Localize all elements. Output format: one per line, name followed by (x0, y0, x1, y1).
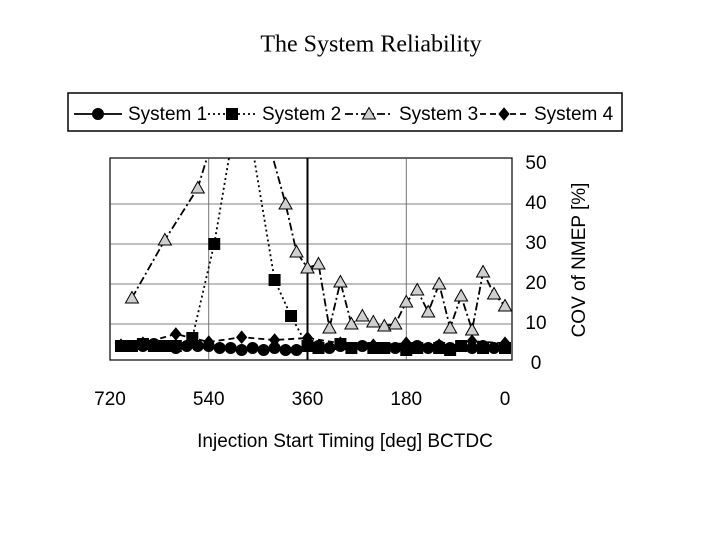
marker (477, 342, 490, 354)
marker (398, 294, 414, 308)
y-tick-label: 30 (525, 233, 546, 254)
marker (311, 256, 326, 270)
marker (147, 340, 160, 352)
y-axis-label: COV of NMEP [%] (569, 183, 590, 338)
marker (433, 338, 445, 352)
x-tick-label: 360 (292, 389, 324, 410)
marker (455, 340, 468, 352)
y-tick-label: 0 (531, 353, 542, 374)
marker (444, 344, 457, 356)
marker (203, 335, 215, 349)
marker (257, 344, 270, 356)
marker (157, 232, 173, 246)
marker (356, 340, 369, 352)
marker (125, 340, 138, 352)
marker (213, 342, 226, 354)
legend-marker (361, 106, 377, 120)
legend-label: System 1 (128, 104, 207, 125)
marker (411, 342, 424, 354)
marker (387, 316, 403, 330)
marker (208, 238, 221, 250)
marker (378, 342, 391, 354)
marker (475, 264, 491, 278)
x-tick-label: 0 (500, 389, 511, 410)
y-tick-label: 20 (525, 273, 546, 294)
marker (497, 298, 512, 312)
marker (301, 331, 314, 345)
marker (169, 340, 182, 352)
marker (170, 327, 182, 341)
marker (333, 274, 348, 288)
legend-box (67, 92, 623, 132)
marker (246, 342, 259, 354)
marker (466, 334, 478, 348)
legend-marker (92, 108, 104, 120)
marker (442, 320, 458, 334)
y-tick-label: 40 (525, 193, 546, 214)
marker (322, 320, 337, 334)
marker (300, 260, 315, 274)
x-tick-label: 720 (94, 389, 126, 410)
marker (115, 338, 127, 352)
marker (278, 196, 293, 210)
marker (235, 344, 248, 356)
marker (236, 79, 247, 90)
marker (268, 333, 281, 347)
marker (431, 276, 447, 290)
marker (158, 340, 171, 352)
marker (367, 338, 379, 352)
x-axis-label: Injection Start Timing [deg] BCTDC (197, 431, 493, 452)
marker (224, 342, 237, 354)
slide-title: The System Reliability (260, 32, 481, 58)
y-tick-label: 10 (525, 313, 546, 334)
marker (312, 342, 325, 354)
marker (453, 288, 469, 302)
x-tick-label: 540 (193, 389, 225, 410)
marker (355, 308, 370, 322)
marker (235, 38, 248, 50)
marker (499, 336, 511, 350)
marker (323, 342, 336, 354)
marker (268, 274, 281, 286)
marker (345, 342, 358, 354)
marker (279, 344, 292, 356)
marker (400, 336, 412, 350)
marker (344, 316, 359, 330)
legend-label: System 2 (262, 104, 341, 125)
legend-marker (226, 108, 238, 120)
marker (420, 304, 436, 318)
marker (236, 330, 248, 344)
marker (365, 314, 381, 328)
legend: System 1 System 2 System 3 System 4 (74, 104, 614, 125)
plot-frame (109, 157, 513, 361)
y-tick-label: 50 (525, 153, 546, 174)
grid (110, 158, 512, 360)
marker (290, 344, 303, 356)
marker (376, 318, 392, 332)
marker (137, 336, 149, 350)
marker (334, 336, 347, 350)
marker (486, 286, 502, 300)
marker (124, 290, 140, 304)
marker (289, 244, 304, 258)
marker (190, 180, 206, 194)
legend-label: System 3 (399, 104, 478, 125)
marker (285, 310, 298, 322)
legend-label: System 4 (534, 104, 614, 125)
x-tick-label: 180 (390, 389, 422, 410)
legend-marker (498, 107, 510, 121)
series-lines (114, 38, 512, 356)
marker (409, 282, 425, 296)
